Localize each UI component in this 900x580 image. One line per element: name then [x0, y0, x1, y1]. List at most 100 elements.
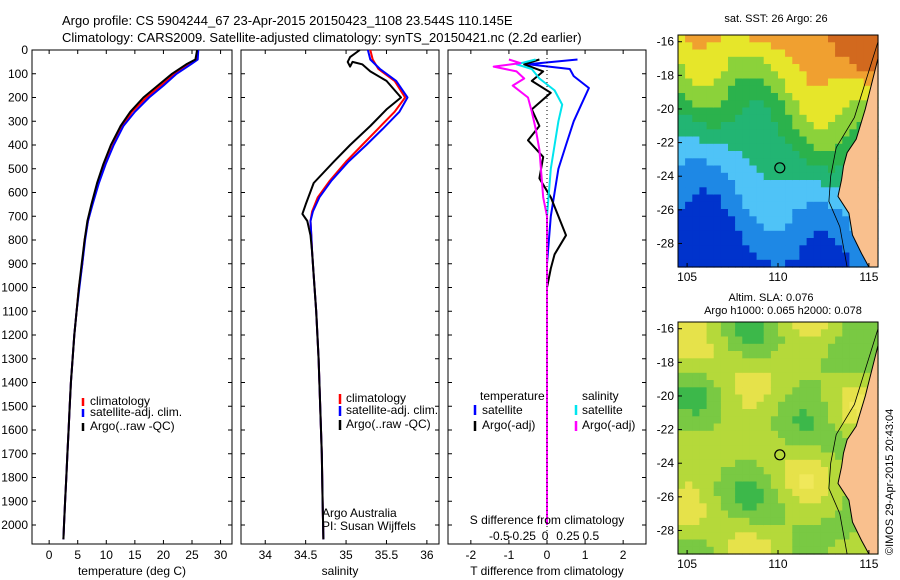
map-cell [728, 64, 736, 72]
map-cell [735, 459, 743, 468]
map-cell [856, 351, 865, 359]
map-cell [763, 343, 772, 352]
map-cell [770, 496, 779, 504]
map-cell [699, 151, 708, 159]
map-cell [720, 423, 729, 432]
map-cell [685, 474, 693, 483]
map-cell [713, 387, 722, 396]
map-cell [778, 143, 786, 152]
map-cell [806, 56, 815, 65]
map-cell [699, 365, 708, 374]
map-cell [806, 35, 815, 43]
map-cell [735, 409, 743, 417]
map-cell [856, 49, 865, 58]
map-cell [770, 438, 779, 446]
map-cell [863, 329, 872, 338]
map-cell [778, 539, 786, 548]
map-cell [742, 546, 750, 555]
map-cell [806, 194, 815, 203]
map-cell [728, 459, 736, 468]
map-cell [763, 416, 772, 425]
map-cell [685, 223, 693, 232]
depth-tick-label: 1300 [1, 352, 28, 366]
depth-tick-labels: 0100200300400500600700800900100011001200… [1, 43, 28, 532]
map-cell [828, 445, 836, 454]
map-cell [713, 114, 722, 123]
map-cell [842, 539, 850, 548]
map-cell [778, 259, 786, 268]
map-cell [799, 49, 808, 58]
lat-tick-label: -28 [657, 523, 675, 537]
map-cell [820, 122, 829, 130]
map-cell [735, 343, 743, 352]
map-cell [685, 467, 693, 475]
map-cell [835, 336, 843, 345]
map-cell [778, 100, 786, 109]
map-cell [756, 351, 765, 359]
map-cell [756, 394, 765, 403]
map-cell [820, 539, 829, 548]
map-cell [678, 532, 686, 541]
map-cell [728, 423, 736, 432]
map-cell [799, 216, 808, 225]
map-cell [742, 151, 750, 159]
map-cell [728, 452, 736, 461]
map-cell [735, 49, 743, 58]
legend-argo: Argo(..raw -QC) [346, 417, 431, 431]
map-cell [735, 129, 743, 138]
map-cell [799, 252, 808, 261]
map-cell [863, 343, 872, 352]
map-cell [792, 245, 800, 254]
map-cell [820, 416, 829, 425]
map-cell [828, 64, 836, 72]
map-cell [678, 343, 686, 352]
map-cell [799, 201, 808, 210]
map-cell [728, 372, 736, 381]
map-cell [728, 343, 736, 352]
map-cell [706, 85, 715, 94]
map-cell [749, 380, 758, 388]
map-cell [813, 122, 822, 130]
map-cell [749, 100, 758, 109]
map-cell [778, 194, 786, 203]
map-cell [785, 459, 793, 468]
map-cell [706, 93, 715, 101]
map-cell [792, 151, 800, 159]
map-cell [799, 151, 808, 159]
map-cell [706, 474, 715, 483]
map-cell [835, 158, 843, 167]
map-cell [806, 165, 815, 174]
map-cell [742, 209, 750, 217]
map-cell [799, 64, 808, 72]
map-cell [749, 394, 758, 403]
map-cell [792, 488, 800, 497]
map-cell [778, 358, 786, 367]
map-cell [828, 114, 836, 123]
map-cell [720, 532, 729, 541]
series-line [309, 49, 409, 540]
map-cell [856, 358, 865, 367]
map-cell [706, 380, 715, 388]
map-cell [706, 114, 715, 123]
map-cell [735, 474, 743, 483]
map-cell [849, 85, 858, 94]
map-cell [785, 85, 793, 94]
map-cell [820, 201, 829, 210]
map-cell [720, 223, 729, 232]
map-cell [820, 503, 829, 512]
map-cell [835, 438, 843, 446]
map-cell [842, 245, 850, 254]
map-cell [678, 372, 686, 381]
map-cell [849, 100, 858, 109]
map-cell [678, 351, 686, 359]
map-cell [720, 336, 729, 345]
map-cell [720, 252, 729, 261]
depth-tick-label: 1200 [1, 328, 28, 342]
map-cell [678, 194, 686, 203]
map-cell [820, 488, 829, 497]
map-cell [856, 539, 865, 548]
map-cell [685, 165, 693, 174]
map-cell [770, 85, 779, 94]
series-line [309, 49, 407, 540]
map-cell [835, 539, 843, 548]
